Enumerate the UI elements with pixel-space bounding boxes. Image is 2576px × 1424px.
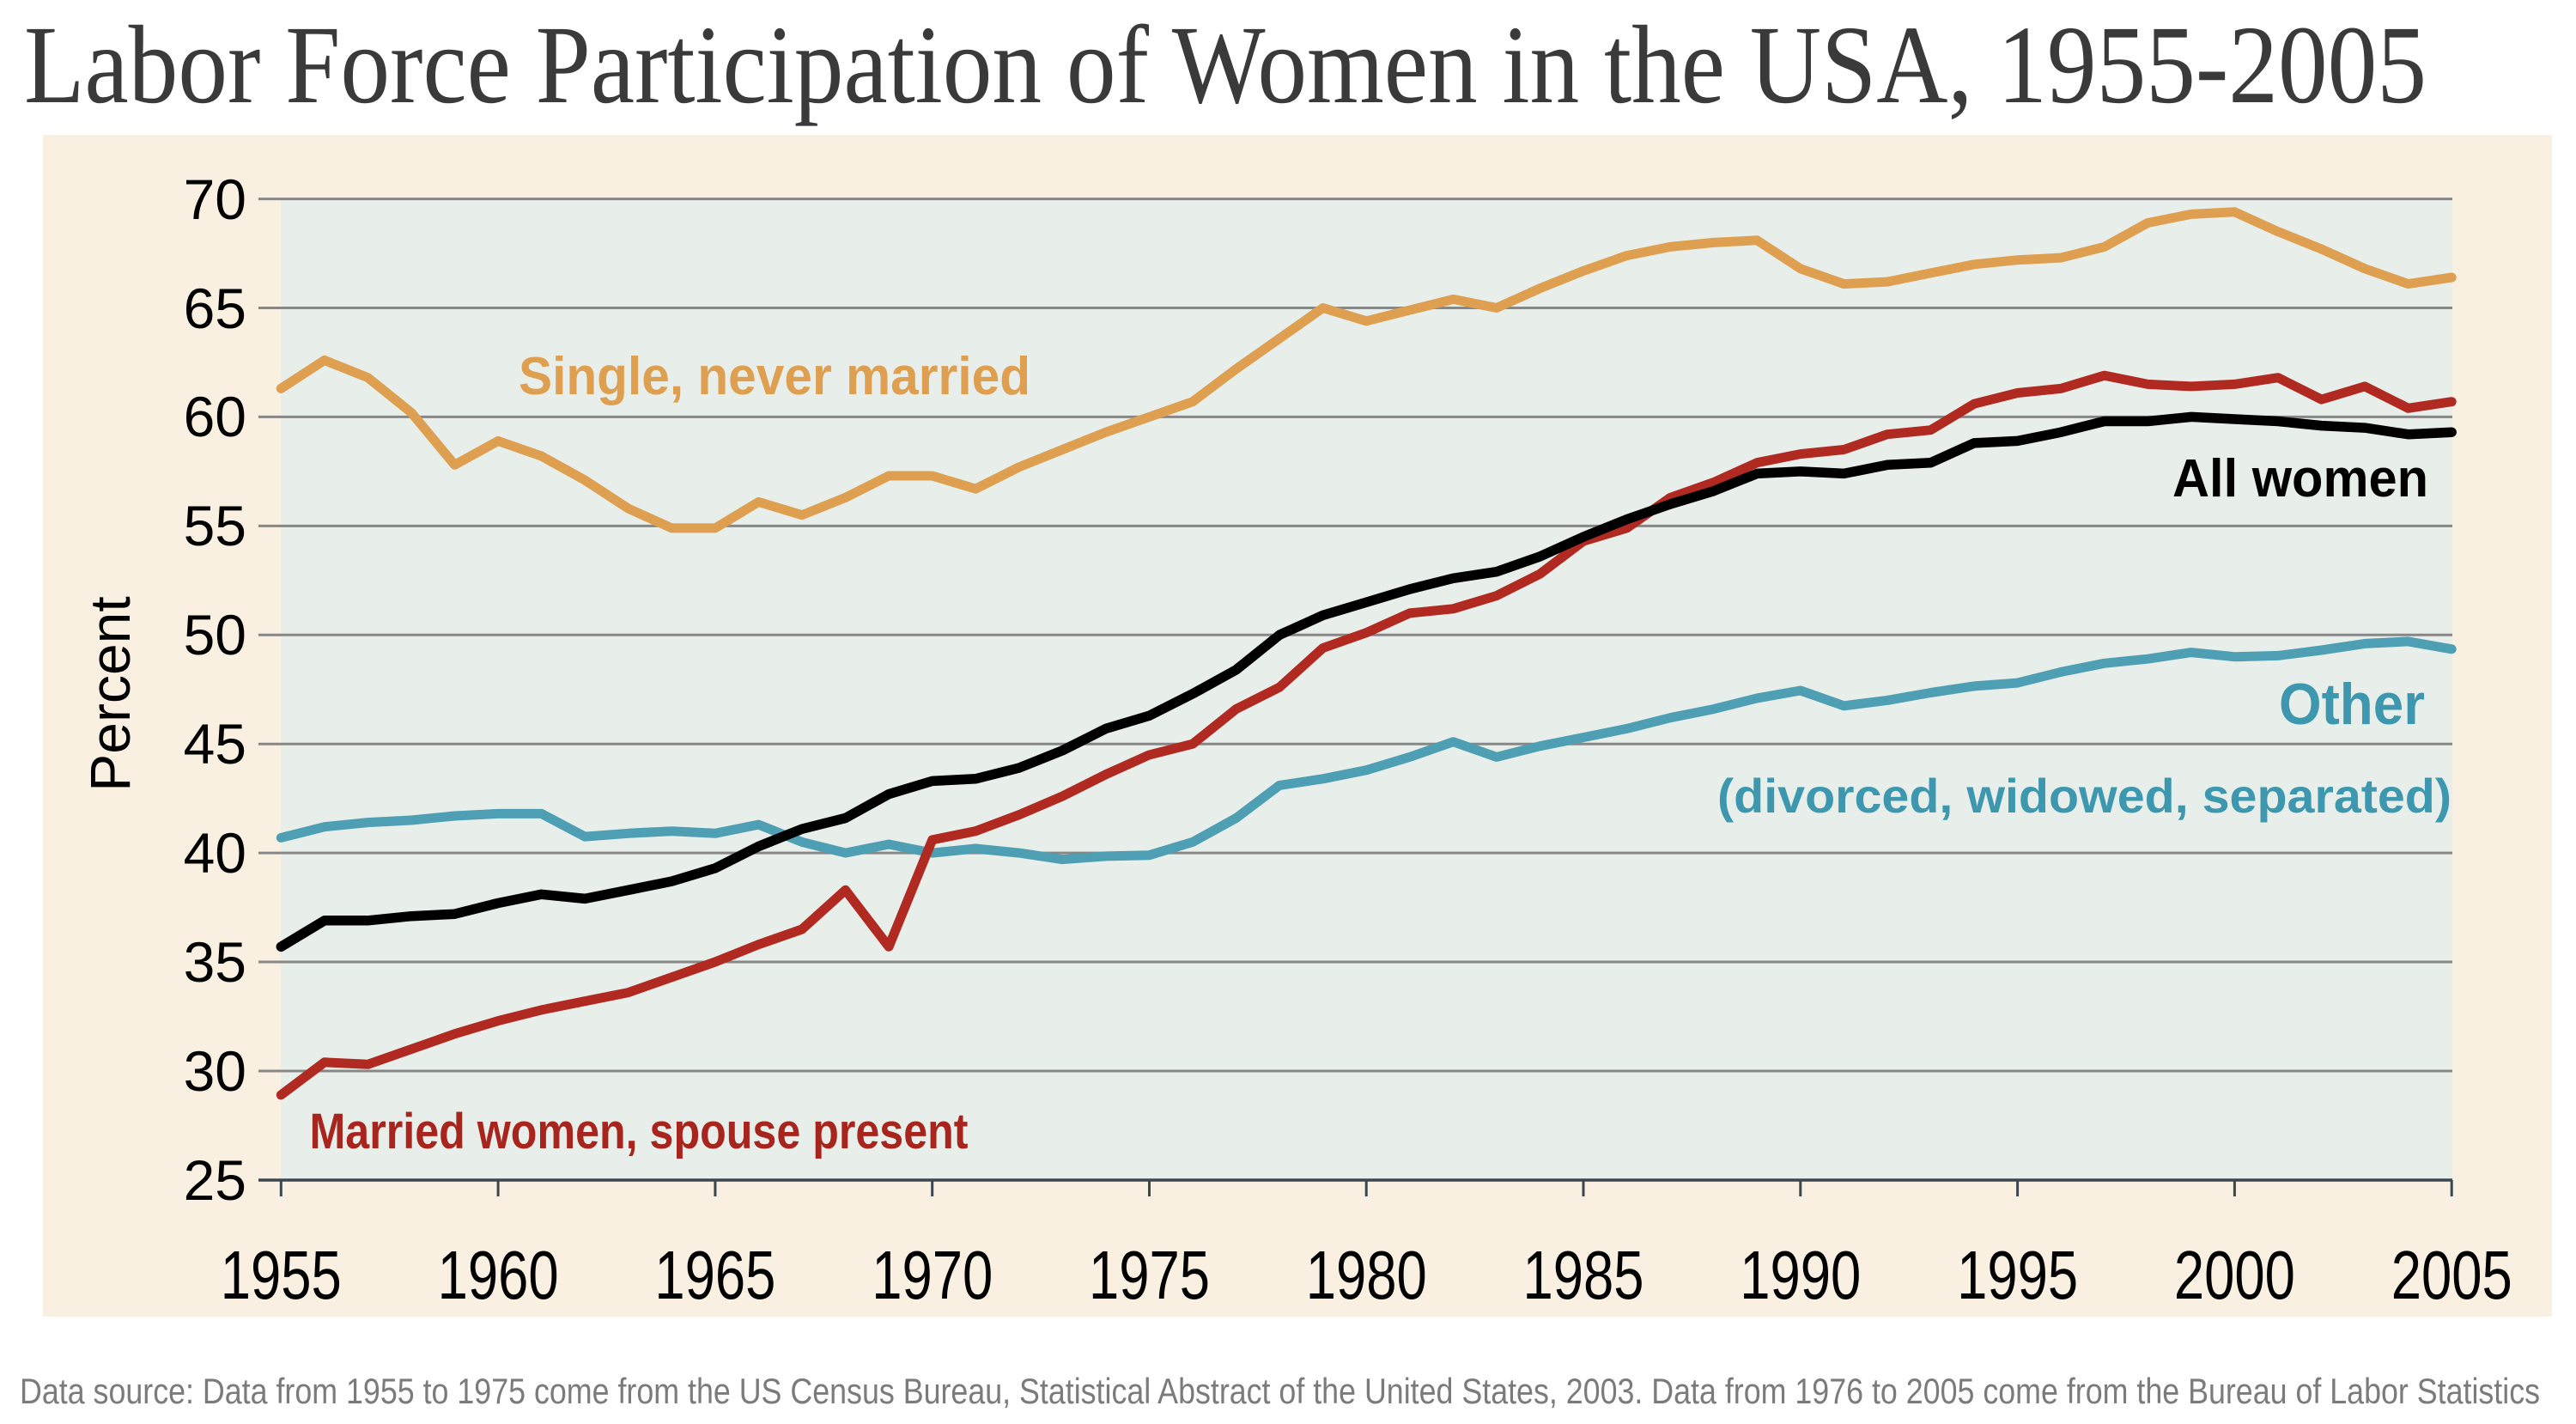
svg-text:1975: 1975 [1089, 1237, 1210, 1313]
svg-text:Labor Force Participation of W: Labor Force Participation of Women in th… [24, 3, 2427, 127]
svg-text:1965: 1965 [654, 1237, 775, 1313]
svg-text:60: 60 [184, 385, 246, 448]
svg-text:Percent: Percent [78, 596, 142, 791]
svg-text:30: 30 [184, 1039, 246, 1103]
svg-text:Married women, spouse present: Married women, spouse present [310, 1104, 969, 1159]
svg-text:1985: 1985 [1523, 1237, 1644, 1313]
svg-text:45: 45 [184, 712, 246, 776]
svg-text:1990: 1990 [1740, 1237, 1861, 1313]
svg-text:55: 55 [184, 494, 246, 557]
svg-text:25: 25 [184, 1148, 246, 1212]
svg-text:1955: 1955 [221, 1237, 342, 1313]
svg-text:1995: 1995 [1957, 1237, 2078, 1313]
svg-text:2005: 2005 [2391, 1237, 2512, 1313]
svg-text:40: 40 [184, 821, 246, 885]
svg-text:70: 70 [184, 167, 246, 231]
svg-text:Other: Other [2279, 672, 2425, 737]
svg-text:Data source: Data from 1955 to: Data source: Data from 1955 to 1975 come… [20, 1371, 2540, 1411]
svg-text:1970: 1970 [872, 1237, 993, 1313]
svg-text:1960: 1960 [438, 1237, 559, 1313]
svg-text:50: 50 [184, 603, 246, 666]
svg-text:1980: 1980 [1306, 1237, 1427, 1313]
svg-text:All women: All women [2172, 449, 2428, 508]
svg-text:65: 65 [184, 277, 246, 340]
svg-text:35: 35 [184, 930, 246, 994]
svg-text:(divorced, widowed, separated): (divorced, widowed, separated) [1717, 769, 2451, 823]
svg-text:2000: 2000 [2174, 1237, 2295, 1313]
svg-text:Single, never married: Single, never married [519, 347, 1030, 406]
